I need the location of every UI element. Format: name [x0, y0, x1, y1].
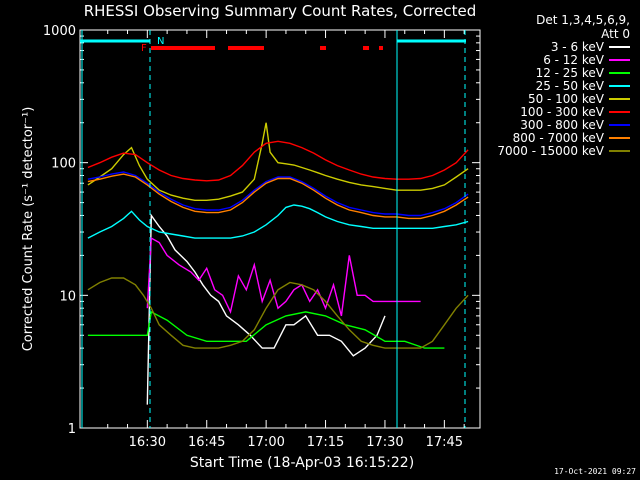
legend-entry-label: 7000 - 15000 keV: [497, 144, 604, 158]
series-line-2: [87, 310, 445, 349]
legend-entry-label: 800 - 7000 keV: [513, 131, 605, 145]
plot-frame: [79, 29, 481, 429]
chart-title: RHESSI Observing Summary Count Rates, Co…: [84, 2, 477, 20]
legend-entry-label: 300 - 800 keV: [520, 118, 604, 132]
legend-header-line-1: Det 1,3,4,5,6,9,: [536, 13, 630, 27]
x-tick-label: 17:15: [307, 435, 344, 450]
y-axis-label: Corrected Count Rate (s⁻¹ detector⁻¹): [21, 107, 36, 352]
y-tick-label: 1: [68, 422, 76, 437]
series-lines: [87, 122, 469, 405]
legend-entry-label: 3 - 6 keV: [551, 40, 605, 54]
x-tick-label: 17:30: [366, 435, 403, 450]
series-line-3: [87, 204, 469, 239]
legend-header-line-2: Att 0: [601, 27, 630, 41]
x-tick-label: 17:00: [247, 435, 284, 450]
series-line-1: [146, 236, 421, 317]
y-tick-label: 100: [51, 157, 76, 172]
legend-entry-label: 100 - 300 keV: [520, 105, 604, 119]
y-tick-label: 10: [59, 289, 76, 304]
flare-flag-label: F: [141, 43, 147, 54]
legend-entry-label: 50 - 100 keV: [528, 92, 605, 106]
observing-flags: F N: [80, 30, 466, 428]
y-tick-label: 1000: [43, 24, 76, 39]
x-tick-label: 17:45: [426, 435, 463, 450]
legend-entry-label: 6 - 12 keV: [543, 53, 605, 67]
series-line-8: [87, 277, 469, 349]
x-axis-ticks: 16:30 16:45 17:00 17:15 17:30 17:45: [107, 30, 465, 450]
series-line-4: [87, 122, 469, 202]
x-axis-label: Start Time (18-Apr-03 16:15:22): [190, 455, 414, 471]
legend-entry-label: 12 - 25 keV: [536, 66, 605, 80]
series-line-5: [87, 140, 469, 182]
y-axis-ticks: 1 10 100 1000: [43, 24, 480, 437]
legend-entry-label: 25 - 50 keV: [536, 79, 605, 93]
series-line-7: [87, 173, 469, 220]
series-line-6: [87, 171, 469, 217]
series-line-0: [146, 213, 386, 405]
night-flag-label: N: [157, 36, 164, 47]
x-tick-label: 16:45: [188, 435, 225, 450]
x-tick-label: 16:30: [129, 435, 166, 450]
generation-timestamp: 17-Oct-2021 09:27: [554, 467, 636, 476]
